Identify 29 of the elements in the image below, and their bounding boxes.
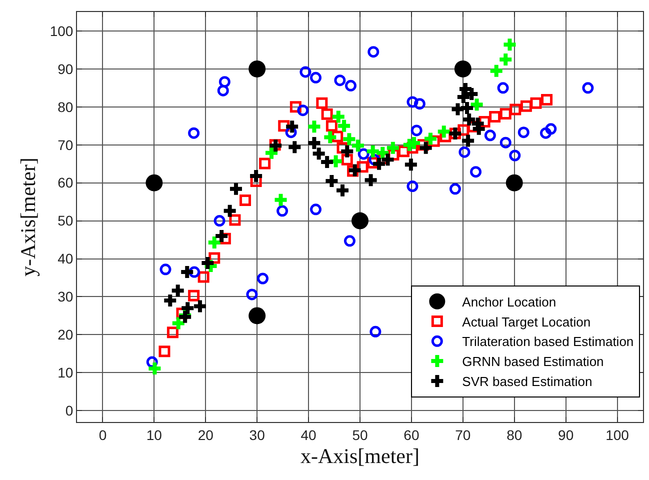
y-tick-label: 60 bbox=[58, 174, 74, 191]
x-tick-label: 50 bbox=[352, 426, 368, 443]
x-tick-label: 20 bbox=[198, 426, 214, 443]
y-tick-label: 70 bbox=[58, 136, 74, 153]
y-tick-label: 30 bbox=[58, 288, 74, 305]
x-tick-label: 10 bbox=[146, 426, 162, 443]
y-tick-label: 20 bbox=[58, 326, 74, 343]
legend-label: Actual Target Location bbox=[462, 314, 591, 330]
x-tick-label: 70 bbox=[455, 426, 471, 443]
y-tick-label: 40 bbox=[58, 250, 74, 267]
x-axis-title: x-Axis[meter] bbox=[300, 444, 420, 468]
x-tick-label: 0 bbox=[98, 426, 107, 443]
y-tick-label: 100 bbox=[50, 22, 74, 39]
legend-label: Anchor Location bbox=[462, 294, 556, 310]
x-tick-label: 40 bbox=[300, 426, 317, 443]
y-tick-label: 0 bbox=[65, 402, 74, 419]
x-tick-label: 60 bbox=[404, 426, 420, 443]
legend-label: Trilateration based Estimation bbox=[462, 334, 634, 350]
x-tick-label: 90 bbox=[558, 426, 574, 443]
y-tick-label: 80 bbox=[58, 98, 74, 115]
x-tick-label: 80 bbox=[506, 426, 522, 443]
legend-label: SVR based Estimation bbox=[462, 374, 592, 390]
y-tick-label: 10 bbox=[58, 364, 74, 381]
y-axis-title: y-Axis[meter] bbox=[16, 158, 40, 276]
x-tick-label: 30 bbox=[249, 426, 266, 443]
x-tick-label: 100 bbox=[606, 426, 630, 443]
legend-label: GRNN based Estimation bbox=[462, 354, 604, 370]
y-tick-label: 90 bbox=[58, 60, 74, 77]
y-tick-label: 50 bbox=[58, 212, 74, 229]
